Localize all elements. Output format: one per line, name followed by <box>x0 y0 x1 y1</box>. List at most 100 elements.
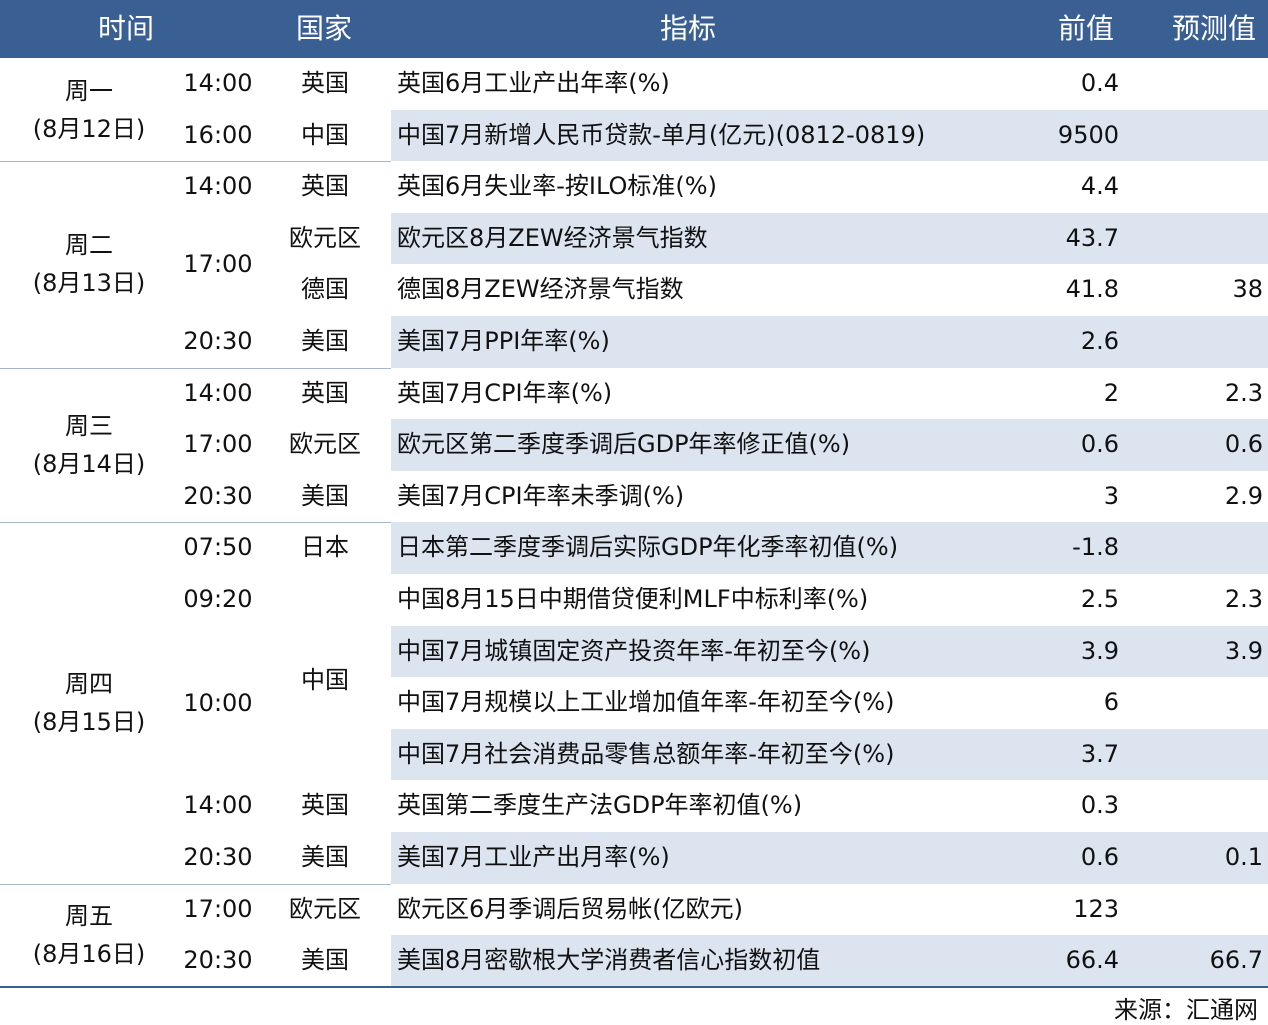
previous-cell: 3.9 <box>1080 636 1119 665</box>
day-separator <box>0 161 391 163</box>
day-separator <box>0 883 391 885</box>
day-date: (8月15日) <box>32 707 146 736</box>
country-cell: 德国 <box>301 275 349 304</box>
table-row: 中国7月社会消费品零售总额年率-年初至今(%) 3.7 <box>0 728 1268 781</box>
table-row: 中国7月规模以上工业增加值年率-年初至今(%) 6 <box>0 677 1268 729</box>
indicator-cell: 欧元区第二季度季调后GDP年率修正值(%) <box>397 430 851 459</box>
previous-cell: -1.8 <box>1072 533 1119 562</box>
forecast-cell: 3.9 <box>1224 636 1263 665</box>
table-row: 20:30 美国 美国7月CPI年率未季调(%) 3 2.9 <box>0 471 1268 523</box>
day-date: (8月16日) <box>32 940 146 969</box>
row-shading <box>391 832 1268 884</box>
indicator-cell: 中国8月15日中期借贷便利MLF中标利率(%) <box>397 585 869 613</box>
previous-cell: 123 <box>1073 894 1119 923</box>
day-name: 周五 <box>65 902 113 931</box>
time-cell: 14:00 <box>183 791 253 820</box>
indicator-cell: 德国8月ZEW经济景气指数 <box>397 275 684 304</box>
day-separator <box>0 522 391 524</box>
country-cell: 美国 <box>301 481 349 510</box>
day-date: (8月12日) <box>32 114 146 143</box>
country-cell: 英国 <box>301 69 349 97</box>
day-label: 周二 (8月13日) <box>0 161 178 367</box>
previous-cell: 6 <box>1103 688 1119 717</box>
table-row: 16:00 中国 中国7月新增人民币贷款-单月(亿元)(0812-0819) 9500 <box>0 109 1268 162</box>
row-shading <box>391 316 1268 368</box>
header-previous: 前值 <box>1058 12 1115 45</box>
table-row: 09:20 中国8月15日中期借贷便利MLF中标利率(%) 2.5 2.3 <box>0 574 1268 626</box>
previous-cell: 0.3 <box>1080 791 1119 820</box>
table-row: 中国7月城镇固定资产投资年率-年初至今(%) 3.9 3.9 <box>0 625 1268 678</box>
day-name: 周二 <box>65 231 113 260</box>
table-row: 20:30 美国 美国8月密歇根大学消费者信心指数初值 66.4 66.7 <box>0 935 1268 987</box>
row-shading <box>391 522 1268 574</box>
previous-cell: 0.4 <box>1080 69 1119 97</box>
row-shading <box>391 212 1268 265</box>
row-shading <box>391 625 1268 678</box>
country-cell: 英国 <box>301 172 349 201</box>
table-row: 20:30 美国 美国7月工业产出月率(%) 0.6 0.1 <box>0 832 1268 884</box>
country-cell: 欧元区 <box>289 430 361 459</box>
indicator-cell: 中国7月规模以上工业增加值年率-年初至今(%) <box>397 688 895 717</box>
time-cell: 14:00 <box>183 378 253 407</box>
time-cell: 16:00 <box>183 120 253 149</box>
previous-cell: 0.6 <box>1080 843 1119 871</box>
time-cell: 14:00 <box>183 172 253 201</box>
day-date: (8月13日) <box>32 269 146 298</box>
indicator-cell: 中国7月新增人民币贷款-单月(亿元)(0812-0819) <box>397 120 926 149</box>
forecast-cell: 38 <box>1232 275 1263 304</box>
table-row: 德国 德国8月ZEW经济景气指数 41.8 38 <box>0 264 1268 316</box>
source-note: 来源：汇通网 <box>1114 996 1258 1024</box>
time-cell: 14:00 <box>183 69 253 97</box>
indicator-cell: 中国7月社会消费品零售总额年率-年初至今(%) <box>397 739 895 768</box>
previous-cell: 2.6 <box>1080 327 1119 355</box>
country-cell: 英国 <box>301 378 349 407</box>
day-label: 周四 (8月15日) <box>0 522 178 883</box>
indicator-cell: 欧元区6月季调后贸易帐(亿欧元) <box>397 894 743 923</box>
table-header: 时间 国家 指标 前值 预测值 <box>0 0 1268 58</box>
time-cell: 17:00 <box>183 250 253 279</box>
indicator-cell: 英国7月CPI年率(%) <box>397 378 613 407</box>
table-row: 14:00 英国 英国7月CPI年率(%) 2 2.3 <box>0 368 1268 420</box>
row-shading <box>391 109 1268 162</box>
time-cell: 20:30 <box>183 327 253 355</box>
table-bottom-border <box>0 986 1268 988</box>
forecast-cell: 2.3 <box>1224 378 1263 407</box>
day-date: (8月14日) <box>32 449 146 478</box>
country-cell: 欧元区 <box>289 223 361 252</box>
country-cell: 中国 <box>301 120 349 149</box>
previous-cell: 2.5 <box>1080 585 1119 613</box>
day-name: 周三 <box>65 411 113 440</box>
time-cell: 10:00 <box>183 688 253 717</box>
day-label: 周一 (8月12日) <box>0 58 178 161</box>
time-cell: 20:30 <box>183 946 253 975</box>
time-cell: 17:00 <box>183 894 253 923</box>
indicator-cell: 美国7月工业产出月率(%) <box>397 843 670 871</box>
day-label: 周五 (8月16日) <box>0 884 178 987</box>
header-indicator: 指标 <box>660 12 717 45</box>
previous-cell: 4.4 <box>1080 172 1119 201</box>
table-row: 17:00 欧元区 欧元区第二季度季调后GDP年率修正值(%) 0.6 0.6 <box>0 419 1268 471</box>
row-shading <box>391 935 1268 987</box>
table-row: 14:00 英国 英国第二季度生产法GDP年率初值(%) 0.3 <box>0 780 1268 832</box>
country-cell: 中国 <box>301 665 349 694</box>
country-cell: 日本 <box>301 533 349 562</box>
time-cell: 20:30 <box>183 481 253 510</box>
day-name: 周一 <box>65 76 113 105</box>
indicator-cell: 美国7月PPI年率(%) <box>397 327 610 355</box>
country-cell: 美国 <box>301 327 349 355</box>
indicator-cell: 美国8月密歇根大学消费者信心指数初值 <box>397 946 821 975</box>
previous-cell: 66.4 <box>1065 946 1119 975</box>
country-cell: 美国 <box>301 946 349 975</box>
forecast-cell: 0.1 <box>1224 843 1263 871</box>
country-cell: 美国 <box>301 843 349 871</box>
table-row: 17:00 欧元区 欧元区6月季调后贸易帐(亿欧元) 123 <box>0 884 1268 936</box>
previous-cell: 3.7 <box>1080 739 1119 768</box>
forecast-cell: 2.9 <box>1224 481 1263 510</box>
country-cell: 英国 <box>301 791 349 820</box>
table-row: 14:00 英国 英国6月失业率-按ILO标准(%) 4.4 <box>0 161 1268 213</box>
time-cell: 09:20 <box>183 585 253 613</box>
table-row: 07:50 日本 日本第二季度季调后实际GDP年化季率初值(%) -1.8 <box>0 522 1268 574</box>
day-label: 周三 (8月14日) <box>0 368 178 523</box>
header-time: 时间 <box>98 12 155 45</box>
table-row: 20:30 美国 美国7月PPI年率(%) 2.6 <box>0 316 1268 368</box>
